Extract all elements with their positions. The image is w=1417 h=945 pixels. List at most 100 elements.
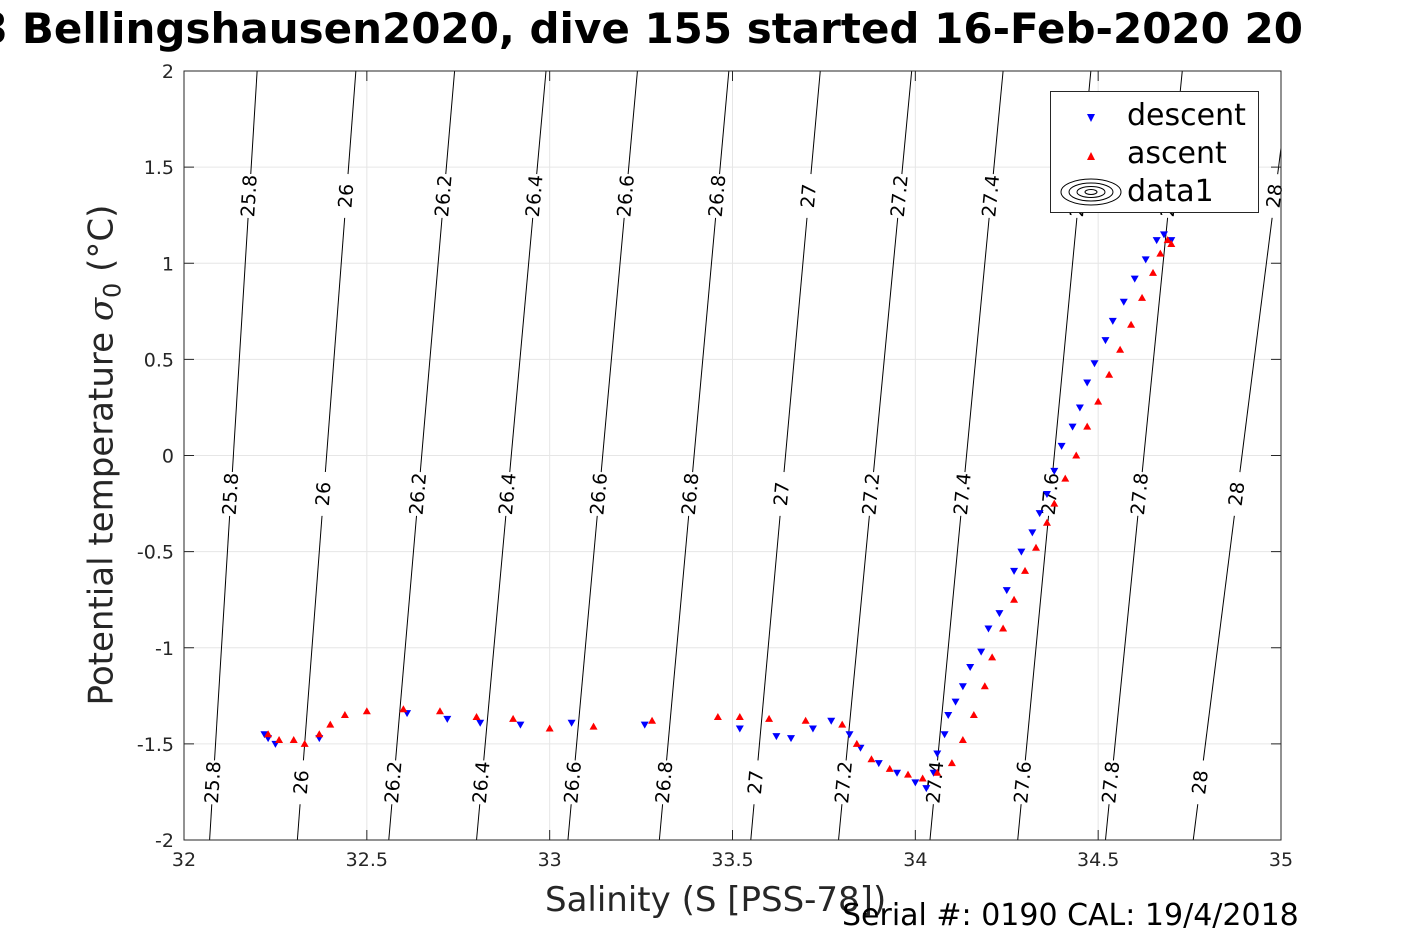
isopycnal-line [1017, 804, 1022, 841]
ascent-point [1083, 422, 1092, 430]
isopycnal-line [1112, 515, 1139, 761]
y-tick-label: -2 [155, 830, 174, 852]
descent-point [995, 610, 1004, 618]
isopycnal-label: 26.4 [469, 760, 495, 804]
isopycnal-label: 25.8 [201, 761, 226, 805]
isopycnal-line [1239, 217, 1273, 473]
ascent-point [765, 714, 774, 722]
y-tick-label: -1 [155, 638, 174, 660]
isopycnal-label: 26.8 [678, 472, 704, 516]
y-axis-label-symbol: σ [81, 297, 122, 322]
isopycnal-line [810, 70, 821, 175]
legend-item-descent: descent [1051, 96, 1260, 134]
descent-point [1130, 275, 1139, 283]
isopycnal-line [838, 804, 843, 841]
isopycnal-line [483, 515, 507, 761]
ascent-point [509, 714, 518, 722]
chart-title: 8 Bellingshausen2020, dive 155 started 1… [0, 4, 1303, 53]
descent-point [1042, 490, 1051, 498]
isopycnal-line [901, 70, 913, 175]
isopycnal-line [324, 217, 346, 473]
descent-point [911, 779, 920, 787]
isopycnal-label: 27 [744, 769, 768, 795]
y-tick-label: 1.5 [144, 157, 174, 179]
descent-point [940, 731, 949, 739]
ascent-point [838, 720, 847, 728]
descent-point [772, 733, 781, 741]
isopycnal-label: 28 [1225, 481, 1250, 508]
ascent-point [1116, 345, 1125, 353]
isopycnal-label: 26.4 [495, 472, 521, 516]
x-axis-label: Salinity (S [PSS-78]) [545, 880, 887, 920]
ascent-point [933, 768, 942, 776]
ascent-point [589, 722, 598, 730]
y-tick-label: 0 [162, 446, 174, 468]
isopycnal-line [757, 515, 781, 761]
isopycnal-label: 28 [1262, 183, 1287, 210]
isopycnal-label: 27.8 [1098, 760, 1124, 804]
ascent-point [713, 712, 722, 720]
isopycnal-line [692, 217, 717, 473]
ascent-point [1094, 397, 1103, 405]
descent-point [845, 731, 854, 739]
isopycnal-line [302, 515, 323, 761]
isopycnal-line [536, 70, 547, 175]
isopycnal-line [658, 804, 664, 841]
x-tick-label: 33.5 [711, 849, 753, 871]
ascent-point [648, 716, 657, 724]
isopycnal-line [209, 804, 213, 841]
legend-marker-descent-icon [1087, 114, 1095, 122]
descent-point [874, 760, 883, 768]
y-tick-label: 0.5 [144, 349, 174, 371]
isopycnal-line [296, 804, 301, 841]
isopycnal-label: 27.6 [1010, 760, 1036, 804]
descent-point [735, 725, 744, 733]
descent-point [827, 717, 836, 725]
ascent-point [852, 739, 861, 747]
isopycnal-label: 27.6 [1038, 472, 1064, 516]
isopycnal-line [214, 515, 231, 761]
isopycnal-line [574, 515, 598, 761]
y-tick-label: -0.5 [137, 542, 174, 564]
descent-point [1090, 360, 1099, 368]
isopycnal-line [347, 70, 357, 175]
isopycnal-line [783, 217, 808, 473]
legend-item-data1: data1 [1051, 172, 1260, 210]
isopycnal-label: 26.2 [406, 472, 432, 516]
isopycnal-label: 27.4 [950, 472, 976, 516]
ascent-point [947, 759, 956, 767]
isopycnal-line [476, 804, 481, 841]
ascent-point [1138, 293, 1147, 301]
isopycnal-line [627, 70, 638, 175]
ascent-point [969, 711, 978, 719]
isopycnal-line [419, 217, 443, 473]
x-tick-label: 34 [903, 849, 927, 871]
isopycnal-label: 26.4 [522, 174, 548, 218]
isopycnal-label: 26.8 [705, 174, 731, 218]
isopycnal-line [445, 70, 456, 175]
ascent-point [300, 739, 309, 747]
isopycnal-line [1141, 217, 1169, 473]
isopycnal-label: 26 [290, 769, 314, 795]
isopycnal-label: 28 [1188, 769, 1213, 796]
ascent-point [472, 712, 481, 720]
isopycnal-label: 27.2 [887, 174, 913, 218]
x-tick-label: 32 [172, 849, 196, 871]
ascent-point [958, 736, 967, 744]
descent-point [476, 719, 485, 727]
descent-point [922, 785, 931, 793]
serial-calibration-note: Serial #: 0190 CAL: 19/4/2018 [842, 898, 1299, 933]
legend-item-ascent: ascent [1051, 134, 1260, 172]
isopycnal-label: 25.8 [219, 472, 244, 516]
descent-point [1002, 587, 1011, 595]
isopycnal-label: 26.2 [431, 174, 457, 218]
isopycnal-label: 27.4 [922, 760, 948, 804]
isopycnal-line [509, 217, 534, 473]
descent-point [951, 698, 960, 706]
ascent-point [867, 755, 876, 763]
ascent-point [1032, 543, 1041, 551]
descent-point [1068, 423, 1077, 431]
ascent-point [340, 711, 349, 719]
legend-label-data1: data1 [1127, 174, 1214, 209]
